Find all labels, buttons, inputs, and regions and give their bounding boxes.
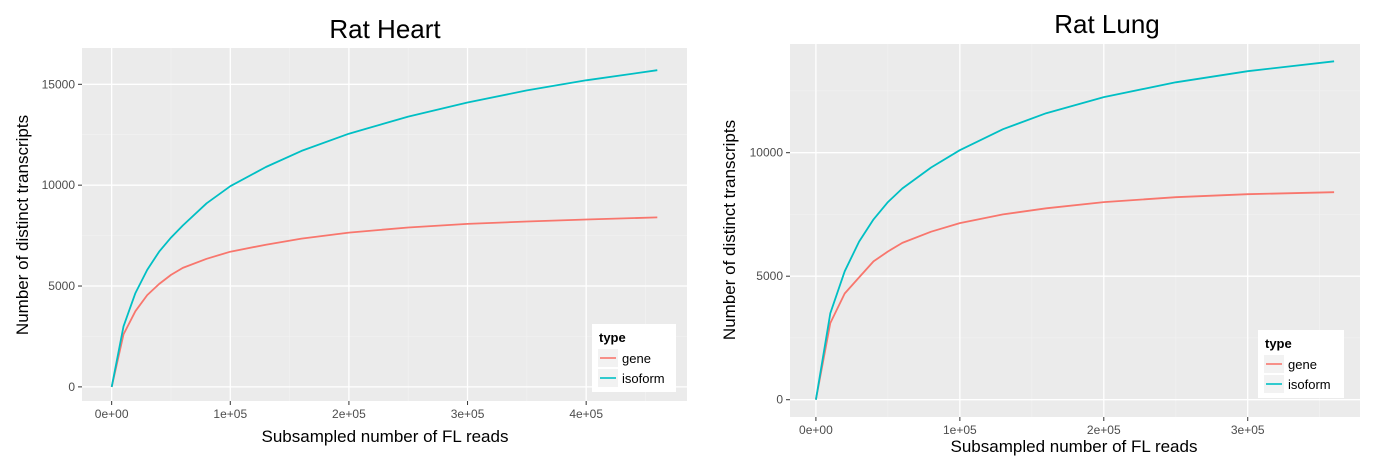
series-lines — [110, 69, 658, 388]
x-tick-label: 3e+05 — [1231, 423, 1265, 437]
series-lines — [815, 60, 1335, 400]
gridlines — [82, 48, 687, 401]
x-tick-label: 0e+00 — [799, 423, 833, 437]
y-tick-label: 5000 — [48, 279, 75, 293]
legend-label-isoform: isoform — [622, 371, 665, 386]
x-tick-label: 3e+05 — [451, 407, 485, 421]
y-axis-title: Number of distinct transcripts — [13, 115, 32, 335]
legend-label-gene: gene — [622, 351, 651, 366]
legend-label-isoform: isoform — [1288, 377, 1331, 392]
series-line-isoform — [110, 69, 658, 388]
y-tick-label: 0 — [68, 380, 75, 394]
legend-label-gene: gene — [1288, 357, 1317, 372]
y-axis-title: Number of distinct transcripts — [720, 120, 739, 340]
x-axis-ticks: 0e+00 1e+05 2e+05 3e+05 4e+05 — [95, 401, 603, 421]
chart-title: Rat Lung — [1054, 9, 1160, 39]
x-tick-label: 1e+05 — [213, 407, 247, 421]
chart-rat-lung: Rat Lung 0e+00 1e+05 2e+05 3e+05 0 5000 10000… — [720, 9, 1360, 456]
series-line-isoform — [815, 60, 1335, 400]
y-axis-ticks: 0 5000 10000 — [750, 146, 790, 407]
series-line-gene — [110, 216, 658, 388]
x-tick-label: 1e+05 — [943, 423, 977, 437]
x-axis-title: Subsampled number of FL reads — [262, 427, 509, 446]
y-tick-label: 10000 — [750, 146, 784, 160]
legend-title: type — [599, 330, 626, 345]
x-axis-title: Subsampled number of FL reads — [951, 437, 1198, 456]
gridlines — [790, 44, 1360, 417]
x-tick-label: 2e+05 — [1087, 423, 1121, 437]
y-tick-label: 10000 — [42, 178, 76, 192]
y-tick-label: 5000 — [756, 269, 783, 283]
y-tick-label: 0 — [776, 393, 783, 407]
legend: type gene isoform — [592, 324, 676, 392]
x-tick-label: 4e+05 — [569, 407, 603, 421]
chart-title: Rat Heart — [329, 14, 441, 44]
y-tick-label: 15000 — [42, 77, 76, 91]
legend-title: type — [1265, 336, 1292, 351]
chart-rat-heart: Rat Heart 0e+00 1e+05 2e+05 3e+05 4e+05 0 500… — [13, 14, 687, 446]
x-axis-ticks: 0e+00 1e+05 2e+05 3e+05 — [799, 417, 1265, 437]
x-tick-label: 0e+00 — [95, 407, 129, 421]
series-line-gene — [815, 191, 1335, 400]
x-tick-label: 2e+05 — [332, 407, 366, 421]
legend: type gene isoform — [1258, 330, 1344, 398]
y-axis-ticks: 0 5000 10000 15000 — [42, 77, 82, 394]
